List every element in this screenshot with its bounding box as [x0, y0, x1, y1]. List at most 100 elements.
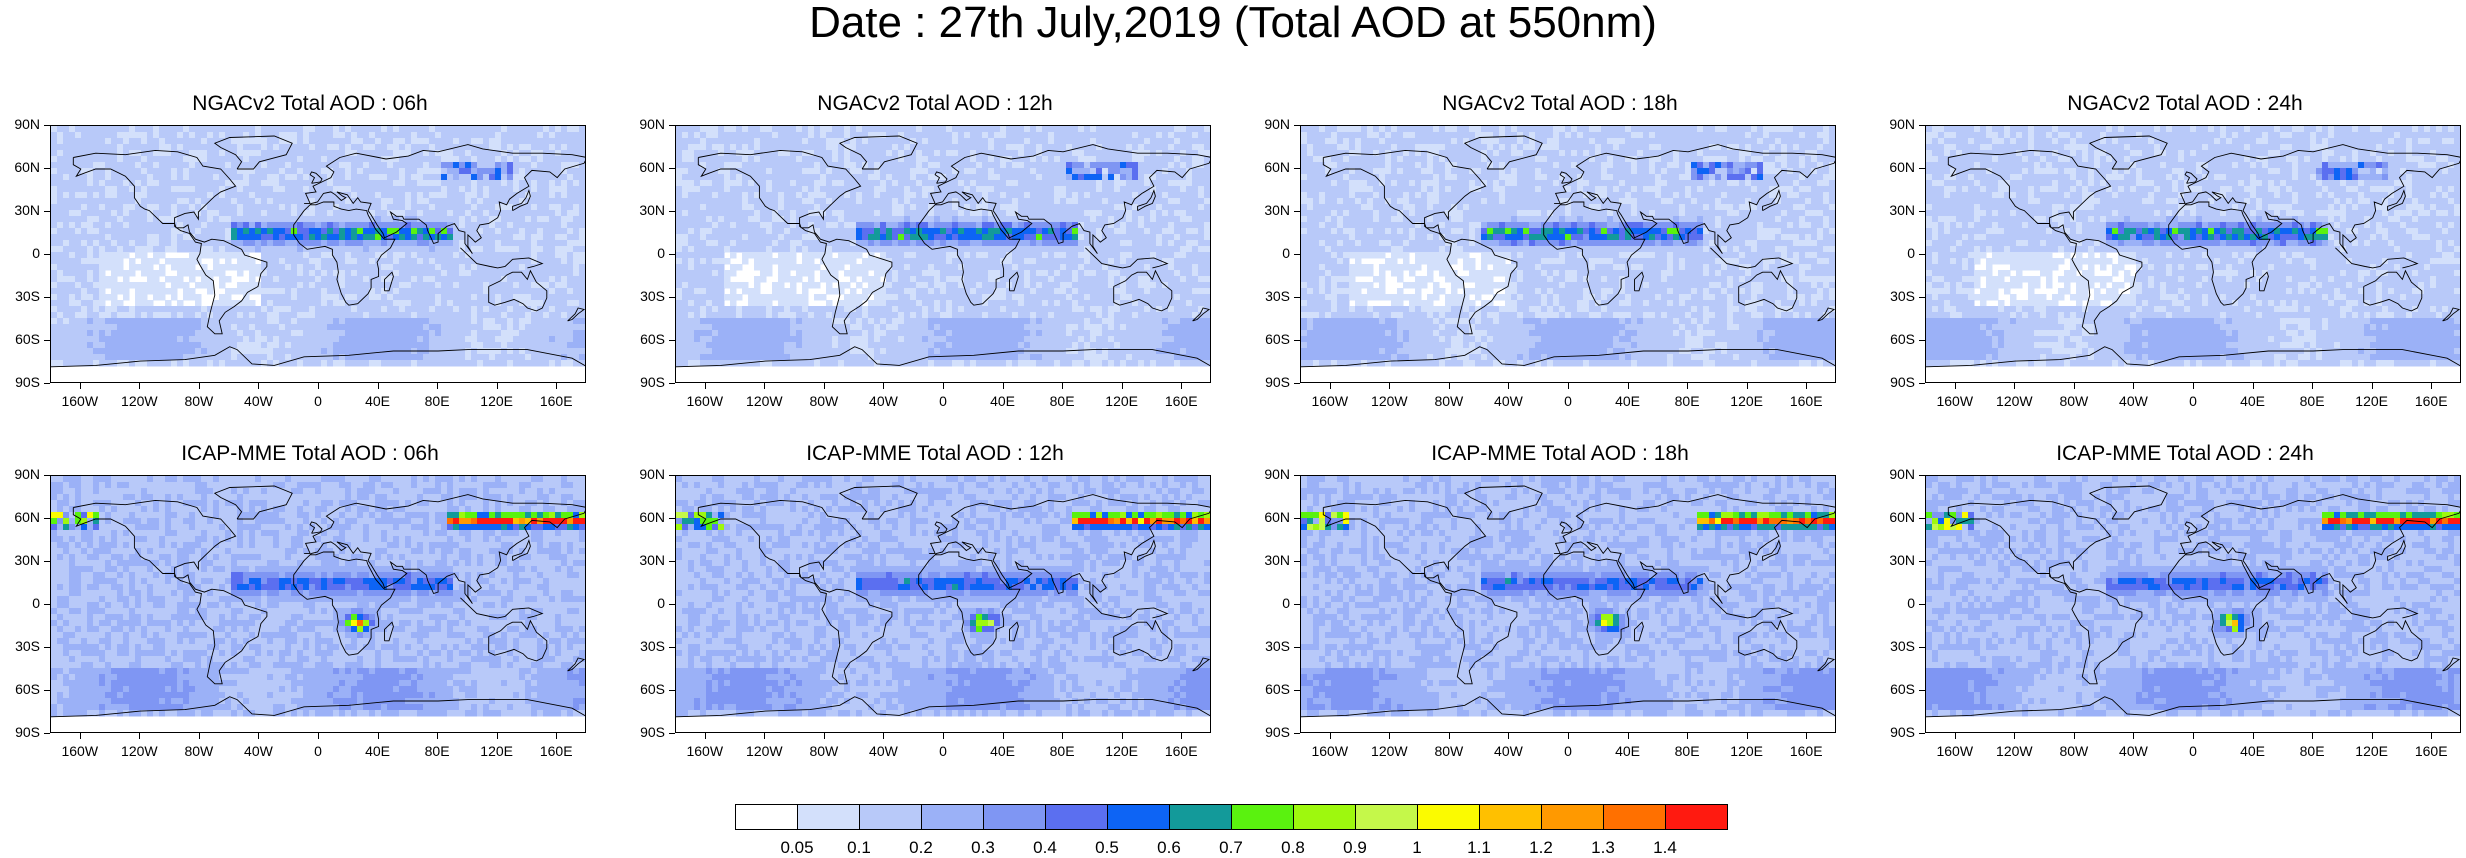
lon-tick	[437, 733, 438, 739]
lon-tick	[199, 733, 200, 739]
aod-map	[1925, 125, 2461, 383]
lon-tick-label: 40E	[348, 743, 408, 759]
lon-tick	[80, 383, 81, 389]
lat-tick	[1294, 211, 1300, 212]
lat-tick-label: 30S	[1875, 638, 1915, 654]
lon-tick-label: 120E	[1092, 743, 1152, 759]
lat-tick	[1294, 254, 1300, 255]
colorbar-swatch	[1107, 804, 1170, 830]
lat-tick-label: 60N	[1250, 509, 1290, 525]
lat-tick-label: 60S	[0, 681, 40, 697]
lon-tick	[764, 733, 765, 739]
lon-tick-label: 0	[1538, 393, 1598, 409]
lon-tick-label: 120E	[1717, 743, 1777, 759]
lon-tick-label: 120W	[1984, 743, 2044, 759]
aod-field	[676, 126, 1211, 383]
aod-map	[1925, 475, 2461, 733]
lat-tick	[669, 647, 675, 648]
aod-map	[50, 125, 586, 383]
lat-tick-label: 0	[625, 245, 665, 261]
lon-tick-label: 120W	[109, 393, 169, 409]
lon-tick-label: 40E	[973, 393, 1033, 409]
lon-tick	[2193, 383, 2194, 389]
panel-title: NGACv2 Total AOD : 12h	[625, 92, 1245, 116]
lat-tick-label: 0	[1250, 595, 1290, 611]
lon-tick-label: 80W	[794, 743, 854, 759]
lon-tick-label: 160E	[2401, 743, 2461, 759]
lat-tick-label: 30N	[0, 202, 40, 218]
lon-tick	[2312, 733, 2313, 739]
lon-tick-label: 160E	[1151, 743, 1211, 759]
lon-tick-label: 160E	[1151, 393, 1211, 409]
lon-tick-label: 160W	[675, 743, 735, 759]
colorbar-swatch	[1231, 804, 1294, 830]
lon-tick-label: 80E	[1657, 393, 1717, 409]
lon-tick	[1389, 383, 1390, 389]
lon-tick-label: 40E	[973, 743, 1033, 759]
lon-tick	[2014, 383, 2015, 389]
lon-tick	[497, 383, 498, 389]
lon-tick-label: 80W	[794, 393, 854, 409]
aod-map	[675, 475, 1211, 733]
lat-tick-label: 90S	[0, 724, 40, 740]
lat-tick	[669, 604, 675, 605]
aod-map	[1300, 475, 1836, 733]
lat-tick-label: 90N	[1875, 116, 1915, 132]
lon-tick-label: 80W	[1419, 393, 1479, 409]
lat-tick-label: 30S	[625, 288, 665, 304]
lat-tick	[1294, 733, 1300, 734]
lon-tick	[199, 383, 200, 389]
lat-tick	[44, 604, 50, 605]
lat-tick-label: 90S	[0, 374, 40, 390]
lon-tick-label: 40W	[1478, 743, 1538, 759]
lat-tick-label: 0	[1250, 245, 1290, 261]
lat-tick-label: 30S	[1250, 288, 1290, 304]
lat-tick-label: 90S	[625, 374, 665, 390]
colorbar-swatch	[735, 804, 798, 830]
lat-tick	[669, 211, 675, 212]
lat-tick-label: 30N	[625, 202, 665, 218]
lon-tick	[2372, 733, 2373, 739]
lon-tick	[705, 733, 706, 739]
lon-tick-label: 120W	[1359, 743, 1419, 759]
lon-tick	[2074, 733, 2075, 739]
lon-tick	[2312, 383, 2313, 389]
lat-tick-label: 60N	[625, 159, 665, 175]
lat-tick	[44, 340, 50, 341]
lat-tick	[44, 211, 50, 212]
lat-tick-label: 90N	[625, 116, 665, 132]
lat-tick-label: 60S	[1875, 681, 1915, 697]
aod-field	[51, 126, 586, 383]
lon-tick	[883, 733, 884, 739]
lat-tick-label: 30S	[0, 638, 40, 654]
lat-tick-label: 60N	[1875, 159, 1915, 175]
lon-tick	[318, 383, 319, 389]
lat-tick	[1919, 211, 1925, 212]
lat-tick	[1294, 383, 1300, 384]
lat-tick	[44, 690, 50, 691]
lon-tick	[943, 383, 944, 389]
lat-tick-label: 90N	[1250, 116, 1290, 132]
lat-tick	[1294, 475, 1300, 476]
lat-tick-label: 60S	[625, 681, 665, 697]
lon-tick	[437, 383, 438, 389]
lat-tick	[1294, 561, 1300, 562]
lon-tick	[497, 733, 498, 739]
aod-map	[50, 475, 586, 733]
lon-tick-label: 120W	[109, 743, 169, 759]
lon-tick-label: 80W	[169, 393, 229, 409]
lat-tick	[44, 125, 50, 126]
lon-tick-label: 160W	[675, 393, 735, 409]
lat-tick-label: 90S	[625, 724, 665, 740]
lat-tick-label: 60N	[0, 159, 40, 175]
colorbar-swatch	[1541, 804, 1604, 830]
lon-tick-label: 0	[1538, 743, 1598, 759]
lat-tick-label: 60N	[625, 509, 665, 525]
lon-tick	[764, 383, 765, 389]
lon-tick-label: 160W	[50, 393, 110, 409]
panel-title: ICAP-MME Total AOD : 12h	[625, 442, 1245, 466]
colorbar-swatch	[1479, 804, 1542, 830]
lon-tick	[2133, 733, 2134, 739]
lon-tick-label: 120E	[2342, 743, 2402, 759]
